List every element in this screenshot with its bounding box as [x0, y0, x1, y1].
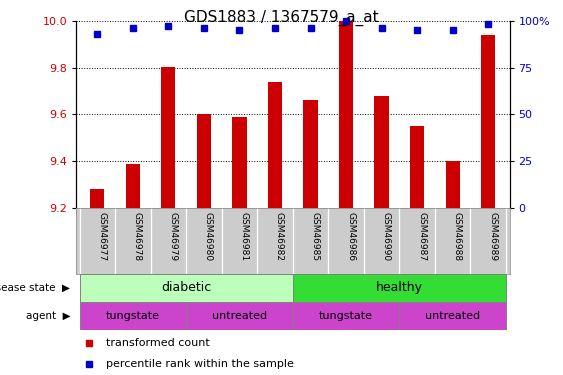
Bar: [90, 189, 104, 208]
Text: GSM46986: GSM46986: [346, 212, 355, 261]
Text: transformed count: transformed count: [106, 338, 210, 348]
Text: untreated: untreated: [425, 311, 480, 321]
Text: GSM46978: GSM46978: [133, 212, 142, 261]
Text: disease state  ▶: disease state ▶: [0, 283, 70, 293]
Text: healthy: healthy: [376, 281, 423, 294]
Bar: [293, 302, 399, 330]
Text: agent  ▶: agent ▶: [26, 311, 70, 321]
Bar: [410, 126, 425, 208]
Text: GSM46980: GSM46980: [204, 212, 213, 261]
Bar: [481, 35, 495, 208]
Text: GSM46987: GSM46987: [417, 212, 426, 261]
Text: GSM46988: GSM46988: [453, 212, 462, 261]
Bar: [303, 100, 318, 208]
Bar: [197, 114, 211, 208]
Text: GSM46985: GSM46985: [311, 212, 320, 261]
Bar: [339, 21, 353, 208]
Text: tungstate: tungstate: [106, 311, 160, 321]
Bar: [399, 302, 506, 330]
Text: GSM46979: GSM46979: [168, 212, 177, 261]
Bar: [79, 274, 293, 302]
Bar: [79, 302, 186, 330]
Bar: [268, 81, 282, 208]
Text: diabetic: diabetic: [161, 281, 211, 294]
Text: GSM46989: GSM46989: [488, 212, 497, 261]
Bar: [374, 96, 388, 208]
Bar: [445, 161, 460, 208]
Bar: [161, 68, 176, 208]
Bar: [126, 164, 140, 208]
Bar: [186, 302, 293, 330]
Text: tungstate: tungstate: [319, 311, 373, 321]
Text: GSM46982: GSM46982: [275, 212, 284, 261]
Text: untreated: untreated: [212, 311, 267, 321]
Text: GSM46981: GSM46981: [239, 212, 248, 261]
Text: GSM46990: GSM46990: [382, 212, 391, 261]
Text: percentile rank within the sample: percentile rank within the sample: [106, 359, 294, 369]
Text: GDS1883 / 1367579_a_at: GDS1883 / 1367579_a_at: [184, 9, 379, 26]
Bar: [233, 117, 247, 208]
Bar: [293, 274, 506, 302]
Text: GSM46977: GSM46977: [97, 212, 106, 261]
